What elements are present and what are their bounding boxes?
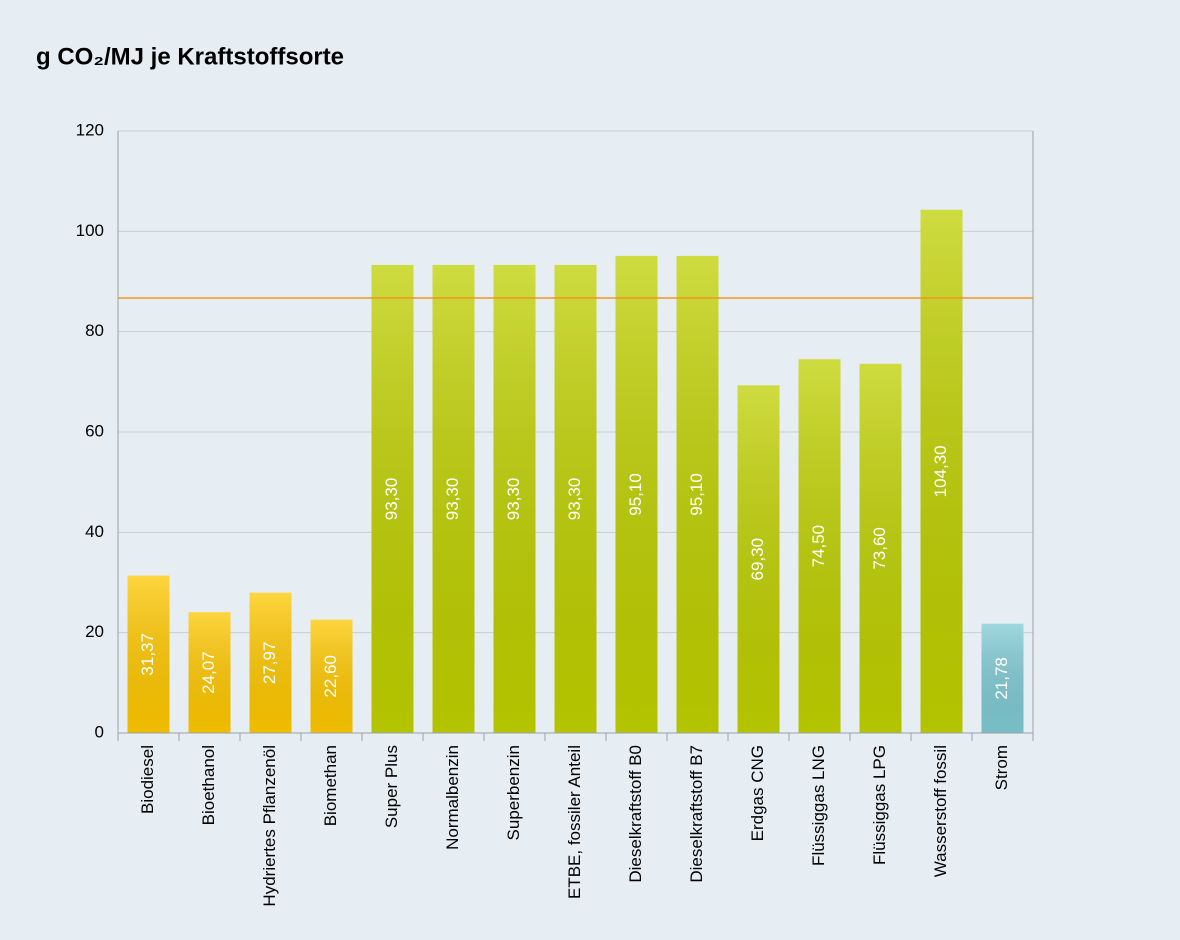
bar-shade xyxy=(127,575,170,733)
y-tick-label: 20 xyxy=(85,622,104,641)
x-tick-label: Dieselkraftstoff B0 xyxy=(626,745,645,883)
value-label: 24,07 xyxy=(199,651,218,694)
value-label: 93,30 xyxy=(504,478,523,521)
x-tick-label: Strom xyxy=(992,745,1011,790)
value-label: 31,37 xyxy=(138,633,157,676)
y-tick-label: 100 xyxy=(76,221,104,240)
x-tick-label: Flüssiggas LPG xyxy=(870,745,889,865)
value-label: 93,30 xyxy=(443,478,462,521)
x-tick-label: Biodiesel xyxy=(138,745,157,814)
x-tick-label: Bioethanol xyxy=(199,745,218,825)
y-tick-label: 120 xyxy=(76,120,104,139)
value-label: 27,97 xyxy=(260,642,279,685)
bar-shade xyxy=(188,612,231,733)
bar-shade xyxy=(249,592,292,733)
bar-shade xyxy=(859,363,902,733)
y-tick-label: 60 xyxy=(85,421,104,440)
x-tick-label: Superbenzin xyxy=(504,745,523,840)
value-label: 95,10 xyxy=(687,473,706,516)
y-tick-label: 0 xyxy=(95,722,104,741)
bar-shade xyxy=(981,623,1024,733)
x-tick-label: Wasserstoff fossil xyxy=(931,745,950,877)
y-tick-label: 80 xyxy=(85,321,104,340)
x-tick-label: Hydriertes Pflanzenöl xyxy=(260,745,279,907)
x-tick-label: Flüssiggas LNG xyxy=(809,745,828,866)
bar-shade xyxy=(737,385,780,733)
bar-shade xyxy=(554,264,597,733)
bar-shade xyxy=(676,255,719,734)
value-label: 69,30 xyxy=(748,538,767,581)
value-label: 22,60 xyxy=(321,655,340,698)
x-tick-label: ETBE, fossiler Anteil xyxy=(565,745,584,899)
value-label: 21,78 xyxy=(992,657,1011,700)
x-tick-label: Biomethan xyxy=(321,745,340,826)
value-label: 93,30 xyxy=(382,478,401,521)
value-label: 74,50 xyxy=(809,525,828,568)
value-label: 73,60 xyxy=(870,527,889,570)
bar-shade xyxy=(920,209,963,734)
value-label: 93,30 xyxy=(565,478,584,521)
x-tick-label: Normalbenzin xyxy=(443,745,462,850)
y-tick-label: 40 xyxy=(85,522,104,541)
x-tick-label: Erdgas CNG xyxy=(748,745,767,841)
bar-shade xyxy=(615,255,658,734)
value-label: 95,10 xyxy=(626,473,645,516)
bar-shade xyxy=(310,619,353,733)
x-tick-label: Dieselkraftstoff B7 xyxy=(687,745,706,883)
chart-title: g CO₂/MJ je Kraftstoffsorte xyxy=(36,43,344,70)
value-label: 104,30 xyxy=(931,445,950,497)
bar-shade xyxy=(493,264,536,733)
bar-shade xyxy=(432,264,475,733)
x-tick-label: Super Plus xyxy=(382,745,401,828)
bar-shade xyxy=(798,359,841,733)
bar-shade xyxy=(371,264,414,733)
